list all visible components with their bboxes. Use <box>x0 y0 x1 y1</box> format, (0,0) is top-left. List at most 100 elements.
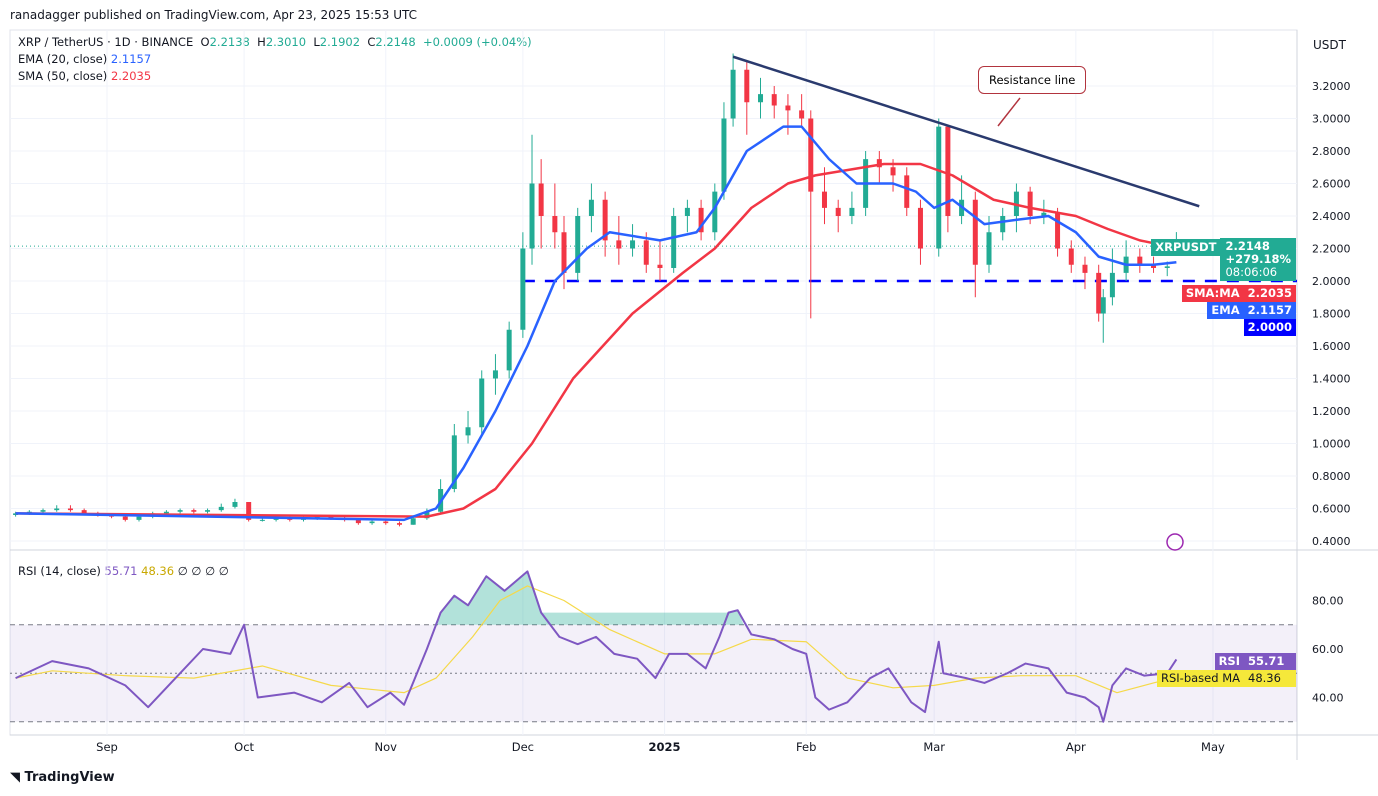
price-tick-label: 2.6000 <box>1312 178 1351 191</box>
high-value: 2.3010 <box>265 35 307 49</box>
price-tick-label: 0.6000 <box>1312 503 1351 516</box>
rsi-ma-tag-value: 48.36 <box>1244 670 1296 687</box>
ema-label: EMA (20, close) <box>18 52 108 66</box>
price-tick-label: 1.6000 <box>1312 340 1351 353</box>
sma-tag-row: SMA:MA 2.2035 <box>1181 285 1296 302</box>
rsi-ma-value: 48.36 <box>141 564 175 578</box>
candle-body <box>246 502 252 520</box>
time-tick-label: Oct <box>234 740 254 754</box>
candle-body <box>684 207 690 216</box>
price-tick-label: 2.2000 <box>1312 243 1351 256</box>
last-price: 2.2148 <box>1225 239 1270 253</box>
candle-body <box>799 110 805 119</box>
candle-body <box>904 175 910 208</box>
candle-body <box>1082 264 1088 273</box>
time-tick-label: Dec <box>512 740 534 754</box>
candle-body <box>616 240 622 249</box>
rsi-tag-value: 55.71 <box>1244 653 1296 670</box>
candle-body <box>730 69 736 119</box>
ema-legend[interactable]: EMA (20, close) 2.1157 <box>18 52 151 66</box>
price-tick-label: 2.4000 <box>1312 210 1351 223</box>
price-tick-label: 2.0000 <box>1312 275 1351 288</box>
price-change-percent: +279.18% <box>1225 252 1291 266</box>
symbol-name[interactable]: XRP / TetherUS · 1D · BINANCE <box>18 35 194 49</box>
sma-value: 2.2035 <box>110 69 152 83</box>
candle-body <box>771 94 777 106</box>
price-tick-label: 0.4000 <box>1312 535 1351 548</box>
candle-body <box>383 521 389 524</box>
last-price-tag: 2.2148 +279.18% 08:06:06 <box>1220 238 1296 281</box>
candle-body <box>721 118 727 192</box>
candle-body <box>1151 264 1157 268</box>
candle-body <box>1068 248 1074 265</box>
candle-body <box>712 191 718 233</box>
candle-body <box>218 506 224 511</box>
candle-body <box>936 126 942 249</box>
candle-body <box>479 378 485 428</box>
price-tick-label: 3.2000 <box>1312 80 1351 93</box>
sma-legend[interactable]: SMA (50, close) 2.2035 <box>18 69 151 83</box>
candle-body <box>54 508 60 511</box>
candle-body <box>538 183 544 216</box>
resistance-line <box>732 55 1200 208</box>
sma-tag-label: SMA:MA <box>1181 285 1244 302</box>
candle-body <box>136 516 142 520</box>
sma-tag-value: 2.2035 <box>1243 285 1296 302</box>
candle-body <box>232 502 238 507</box>
candle-body <box>588 199 594 216</box>
candle-body <box>40 510 46 512</box>
candle-body <box>369 521 375 524</box>
logo-text: TradingView <box>24 770 115 785</box>
time-tick-label: Mar <box>923 740 945 754</box>
candle-body <box>1027 191 1033 216</box>
time-tick-label: May <box>1201 740 1225 754</box>
candle-body <box>1164 266 1170 268</box>
candle-body <box>424 511 430 519</box>
candle-body <box>698 207 704 233</box>
rsi-extra-values: ∅ ∅ ∅ ∅ <box>177 564 229 578</box>
price-tick-label: 1.0000 <box>1312 438 1351 451</box>
candle-body <box>355 519 361 524</box>
tradingview-logo[interactable]: ◥ TradingView <box>10 770 115 785</box>
rsi-legend[interactable]: RSI (14, close) 55.71 48.36 ∅ ∅ ∅ ∅ <box>18 564 229 578</box>
candle-body <box>630 240 636 249</box>
last-price-row: XRPUSDT 2.2148 +279.18% 08:06:06 <box>1151 238 1296 281</box>
annotation-pointer <box>997 97 1021 127</box>
published-note: ranadagger published on TradingView.com,… <box>10 8 418 22</box>
symbol-tag: XRPUSDT <box>1151 239 1221 256</box>
candle-body <box>177 510 183 512</box>
candle-body <box>1000 216 1006 233</box>
rsi-tick-label: 40.00 <box>1312 692 1344 705</box>
resistance-annotation[interactable]: Resistance line <box>978 66 1087 94</box>
candle-body <box>259 519 265 521</box>
open-label: O <box>200 35 210 49</box>
low-label: L <box>313 35 320 49</box>
candle-body <box>1109 272 1115 298</box>
candle-body <box>1100 297 1106 314</box>
currency-label[interactable]: USDT <box>1313 38 1346 52</box>
time-tick-label: 2025 <box>649 740 681 754</box>
candle-body <box>451 435 457 489</box>
candle-body <box>552 216 558 233</box>
candle-body <box>808 118 814 192</box>
rsi-line <box>15 570 1178 723</box>
candle-body <box>1137 256 1143 265</box>
time-tick-label: Feb <box>796 740 816 754</box>
candle-body <box>492 370 498 379</box>
rsi-label: RSI (14, close) <box>18 564 101 578</box>
candle-body <box>410 518 416 525</box>
alert-flash-icon <box>1166 533 1184 551</box>
candle-body <box>986 232 992 265</box>
candle-body <box>122 516 128 520</box>
ema-tag-row: EMA 2.1157 <box>1207 302 1296 319</box>
candle-body <box>81 510 87 514</box>
time-tick-label: Apr <box>1066 740 1086 754</box>
support-tag-row: 2.0000 <box>1243 319 1296 336</box>
candle-body <box>671 216 677 268</box>
rsi-tag-label: RSI <box>1214 653 1244 670</box>
candle-body <box>849 207 855 216</box>
logo-icon: ◥ <box>10 770 20 785</box>
price-tick-label: 1.8000 <box>1312 308 1351 321</box>
candle-body <box>890 167 896 176</box>
